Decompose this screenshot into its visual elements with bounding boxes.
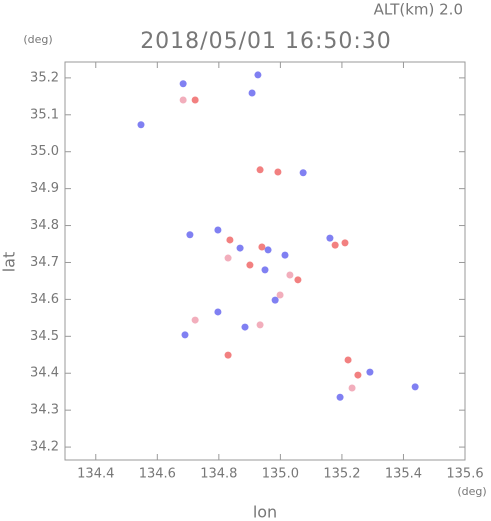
echo-point <box>299 169 307 177</box>
x-tick-label: 135.2 <box>323 467 360 482</box>
echo-point <box>264 246 272 254</box>
chart-title: 2018/05/01 16:50:30 <box>140 29 392 54</box>
plot-frame <box>64 61 466 461</box>
echo-point <box>186 231 194 239</box>
echo-point <box>241 323 249 331</box>
y-tick-label: 34.6 <box>30 292 59 307</box>
echo-point <box>226 236 234 244</box>
y-tick-label: 34.7 <box>30 255 59 270</box>
echo-point <box>276 291 284 299</box>
echo-point <box>137 121 145 129</box>
echo-point <box>214 308 222 316</box>
echo-point <box>354 371 362 379</box>
echo-point <box>256 166 264 174</box>
x-tick-label: 135.0 <box>262 467 299 482</box>
echo-point <box>224 254 232 262</box>
echo-point <box>348 384 356 392</box>
echo-point <box>258 243 266 251</box>
x-tick-label: 135.6 <box>446 467 483 482</box>
echo-point <box>191 316 199 324</box>
echo-point <box>179 80 187 88</box>
y-tick-label: 34.5 <box>30 329 59 344</box>
x-tick-label: 135.4 <box>385 467 422 482</box>
echo-point <box>326 234 334 242</box>
echo-point <box>261 266 269 274</box>
echo-point <box>336 393 344 401</box>
y-tick-label: 34.9 <box>30 181 59 196</box>
echo-point <box>331 241 339 249</box>
y-tick-label: 34.2 <box>30 440 59 455</box>
y-unit: (deg) <box>23 33 52 46</box>
echo-point <box>281 251 289 259</box>
echo-point <box>181 331 189 339</box>
echo-point <box>341 239 349 247</box>
y-tick-label: 34.8 <box>30 218 59 233</box>
echo-point <box>274 168 282 176</box>
echo-point <box>366 368 374 376</box>
echo-point <box>344 356 352 364</box>
y-tick-label: 35.2 <box>30 70 59 85</box>
y-tick-label: 34.3 <box>30 403 59 418</box>
x-tick-label: 134.6 <box>139 467 176 482</box>
y-axis-label: lat <box>0 252 19 273</box>
echo-point <box>224 351 232 359</box>
echo-point <box>236 244 244 252</box>
echo-point <box>246 261 254 269</box>
echo-point <box>214 226 222 234</box>
echo-point <box>248 89 256 97</box>
altitude-label: ALT(km) 2.0 <box>374 1 463 19</box>
echo-point <box>411 383 419 391</box>
x-tick-label: 134.8 <box>200 467 237 482</box>
x-axis-label: lon <box>253 503 277 521</box>
echo-point <box>191 96 199 104</box>
echo-point <box>254 71 262 79</box>
echo-point <box>294 276 302 284</box>
x-tick-label: 134.4 <box>77 467 114 482</box>
y-tick-label: 35.1 <box>30 107 59 122</box>
echo-point <box>256 321 264 329</box>
echo-point <box>179 96 187 104</box>
y-tick-label: 35.0 <box>30 144 59 159</box>
x-unit: (deg) <box>457 485 486 498</box>
echo-point <box>271 296 279 304</box>
y-tick-label: 34.4 <box>30 366 59 381</box>
echo-point <box>286 271 294 279</box>
